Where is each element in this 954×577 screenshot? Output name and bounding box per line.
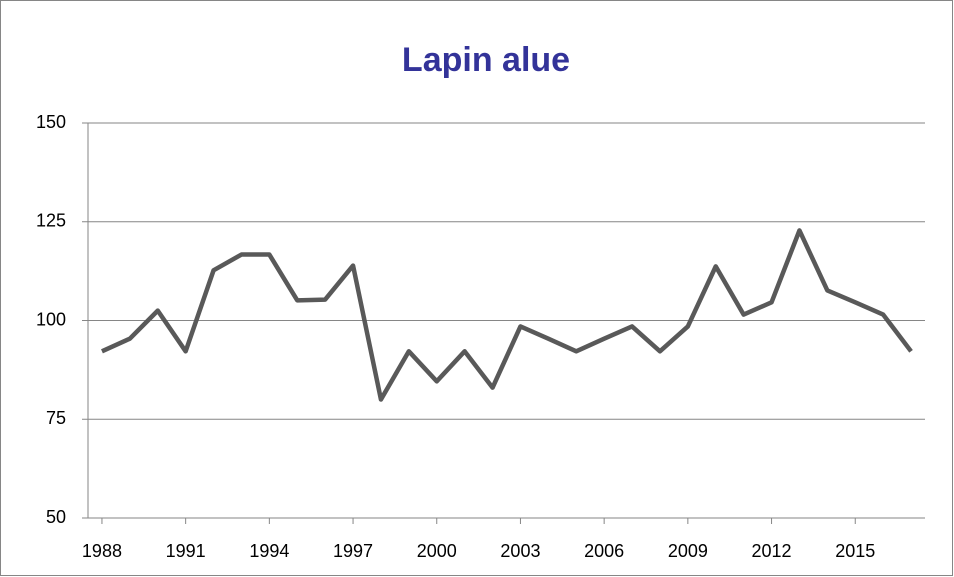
y-tick-label: 150 bbox=[36, 112, 66, 132]
data-line bbox=[101, 228, 913, 402]
x-tick-label: 1991 bbox=[166, 541, 206, 561]
y-tick-label: 125 bbox=[36, 211, 66, 231]
x-tick-label: 2003 bbox=[500, 541, 540, 561]
y-tick-label: 75 bbox=[46, 408, 66, 428]
x-tick-label: 2006 bbox=[584, 541, 624, 561]
y-tick-label: 100 bbox=[36, 309, 66, 329]
x-tick-label: 2015 bbox=[835, 541, 875, 561]
x-tick-label: 1997 bbox=[333, 541, 373, 561]
x-tick-label: 2009 bbox=[668, 541, 708, 561]
x-tick-label: 1988 bbox=[82, 541, 122, 561]
x-tick-label: 1994 bbox=[249, 541, 289, 561]
y-tick-label: 50 bbox=[46, 507, 66, 527]
x-tick-label: 2012 bbox=[752, 541, 792, 561]
chart-title: Lapin alue bbox=[402, 41, 570, 79]
x-tick-label: 2000 bbox=[417, 541, 457, 561]
